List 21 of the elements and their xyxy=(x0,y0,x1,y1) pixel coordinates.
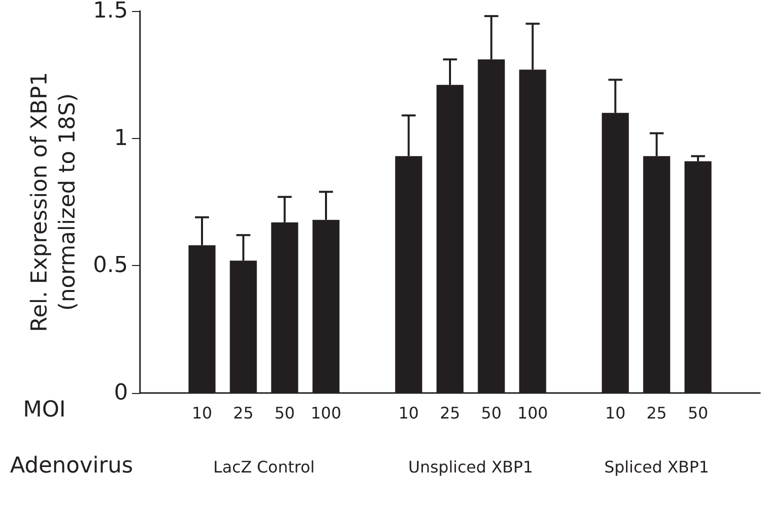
x-tick-label: 100 xyxy=(517,404,548,422)
x-tick-label: 25 xyxy=(440,404,460,422)
text: LacZ Control xyxy=(213,458,315,476)
text: Unspliced XBP1 xyxy=(408,458,534,476)
x-tick-label: 50 xyxy=(688,404,708,422)
x-tick-label: 10 xyxy=(605,404,626,422)
y-tick-label: 1.5 xyxy=(93,0,128,24)
x-tick-label: 25 xyxy=(233,404,254,422)
y-tick-label: 0 xyxy=(114,380,128,406)
x-tick-label: 100 xyxy=(310,404,342,422)
text: MOI xyxy=(23,398,66,422)
x-tick-label: 10 xyxy=(398,404,419,422)
x-tick-label: 10 xyxy=(192,404,212,422)
text: Adenovirus xyxy=(10,454,134,478)
x-tick-label: 50 xyxy=(274,404,295,422)
y-tick-label: 1 xyxy=(114,126,128,151)
x-tick-label: 50 xyxy=(481,404,502,422)
x-tick-label: 25 xyxy=(646,404,667,422)
y-tick-label: 0.5 xyxy=(93,253,128,278)
text: Spliced XBP1 xyxy=(604,458,710,476)
y-axis-title: Rel. Expression of XBP1 (normalized to 18S) xyxy=(28,72,80,332)
